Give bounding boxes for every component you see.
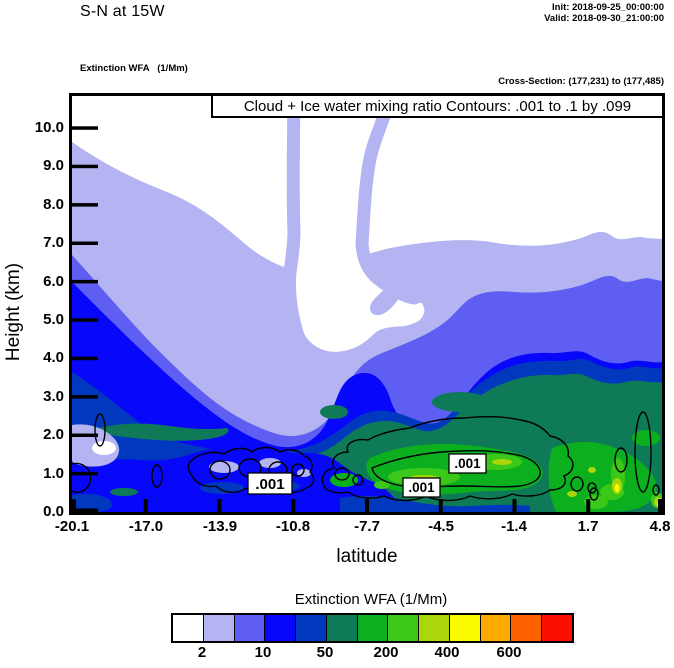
ytick-10: 10.0 <box>34 119 64 136</box>
y-axis-title: Height (km) <box>3 262 24 362</box>
colorbar-swatch <box>388 615 420 641</box>
colorbar-swatch <box>173 615 204 641</box>
ytick-4: 4.0 <box>43 349 64 366</box>
colorbar-swatch <box>511 615 543 641</box>
colorbar-label-400: 400 <box>434 644 460 661</box>
colorbar <box>171 613 574 643</box>
contour-label: .001 <box>255 476 284 493</box>
colorbar-label-10: 10 <box>254 644 272 661</box>
colorbar-swatch <box>357 615 389 641</box>
colorbar-swatch <box>480 615 512 641</box>
cross-section-coords: Cross-Section: (177,231) to (177,485) <box>498 76 664 87</box>
xtick-0: -20.1 <box>54 518 90 535</box>
contour-fills <box>72 96 662 512</box>
contour-plot-canvas: .001 .001 .001 <box>72 96 662 512</box>
ytick-7: 7.0 <box>43 234 64 251</box>
model-time-block: Init: 2018-09-25_00:00:00 Valid: 2018-09… <box>544 2 664 24</box>
colorbar-swatch <box>203 615 235 641</box>
colorbar-swatch <box>234 615 266 641</box>
colorbar-swatch <box>542 615 572 641</box>
colorbar-swatch <box>449 615 481 641</box>
ytick-9: 9.0 <box>43 157 64 174</box>
cloud-ice-contour-lines <box>72 411 660 502</box>
axis-tick-marks <box>72 126 662 512</box>
colorbar-title: Extinction WFA (1/Mm) <box>294 591 448 608</box>
ytick-2: 2.0 <box>43 426 64 443</box>
colorbar-swatch <box>296 615 327 641</box>
ytick-5: 5.0 <box>43 311 64 328</box>
ytick-6: 6.0 <box>43 273 64 290</box>
colorbar-label-200: 200 <box>373 644 399 661</box>
field-line-extinction: Extinction WFA (1/Mm) <box>80 63 188 74</box>
contour-label-group: .001 .001 .001 <box>247 453 487 498</box>
valid-time: Valid: 2018-09-30_21:00:00 <box>544 13 664 24</box>
ytick-8: 8.0 <box>43 196 64 213</box>
xtick-8: 4.8 <box>649 518 671 535</box>
plot-area: .001 .001 .001 <box>69 93 665 515</box>
colorbar-label-600: 600 <box>496 644 522 661</box>
xtick-7: 1.7 <box>577 518 599 535</box>
contour-label: .001 <box>408 480 435 495</box>
xtick-2: -13.9 <box>202 518 238 535</box>
xtick-5: -4.5 <box>428 518 454 535</box>
colorbar-label-2: 2 <box>197 644 207 661</box>
page-title: S-N at 15W <box>80 3 165 20</box>
colorbar-swatch <box>326 615 358 641</box>
ytick-0: 0.0 <box>43 503 64 520</box>
colorbar-swatch <box>265 615 297 641</box>
xtick-6: -1.4 <box>501 518 527 535</box>
colorbar-label-50: 50 <box>316 644 334 661</box>
ytick-3: 3.0 <box>43 388 64 405</box>
init-time: Init: 2018-09-25_00:00:00 <box>552 2 664 13</box>
ytick-1: 1.0 <box>43 465 64 482</box>
contour-label: .001 <box>454 456 481 471</box>
xtick-1: -17.0 <box>128 518 164 535</box>
x-axis-title: latitude <box>336 546 398 567</box>
contour-info-box: Cloud + Ice water mixing ratio Contours:… <box>211 94 664 118</box>
colorbar-swatch <box>419 615 450 641</box>
xtick-3: -10.8 <box>275 518 311 535</box>
xtick-4: -7.7 <box>354 518 380 535</box>
